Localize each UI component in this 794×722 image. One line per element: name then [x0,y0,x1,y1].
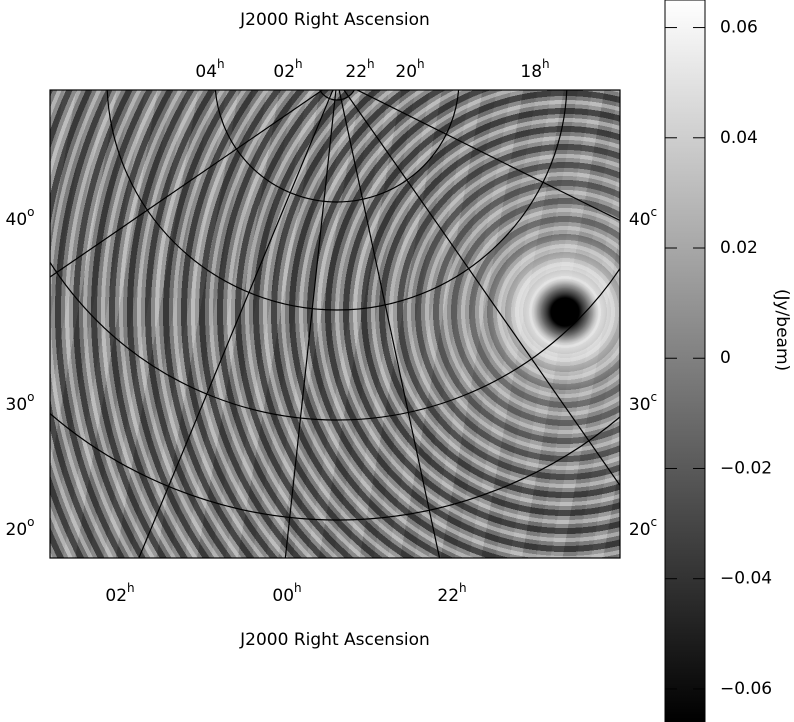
right-tick-label: 30c [629,390,657,416]
tick-text: 20 [395,62,417,82]
tick-text: 18 [520,62,542,82]
tick-unit: h [295,57,303,71]
bottom-tick-label: 22h [437,581,466,607]
tick-unit: h [217,57,225,71]
tick-text: 00 [272,586,294,606]
tick-unit: c [651,205,658,219]
top-tick-label: 04h [195,57,224,83]
tick-unit: o [27,515,34,529]
tick-unit: h [542,57,550,71]
tick-text: 20 [6,520,28,540]
tick-text: 20 [629,520,651,540]
colorbar-tick-label: 0.02 [720,238,758,258]
left-tick-label: 40o [6,205,35,231]
colorbar-tick-label: 0 [720,348,731,368]
colorbar-label: (Jy/beam) [772,289,792,371]
colorbar-tick-label: 0.06 [720,18,758,38]
tick-unit: h [459,581,467,595]
sky-image [50,90,620,558]
top-tick-label: 18h [520,57,549,83]
tick-text: 02 [273,62,295,82]
tick-unit: c [651,390,658,404]
tick-text: 02 [105,586,127,606]
top-tick-label: 22h [345,57,374,83]
plot-frame [49,89,621,559]
colorbar [665,0,705,722]
tick-text: 30 [6,395,28,415]
tick-unit: h [417,57,425,71]
tick-text: 40 [629,210,651,230]
colorbar-frame [664,0,706,722]
bottom-tick-label: 00h [272,581,301,607]
colorbar-tick-label: −0.04 [720,569,772,589]
colorbar-tick-label: −0.06 [720,679,772,699]
bottom-axis-title: J2000 Right Ascension [239,630,430,650]
top-axis-title: J2000 Right Ascension [239,10,430,30]
top-tick-label: 20h [395,57,424,83]
tick-text: 30 [629,395,651,415]
coordinate-grid [50,90,620,558]
tick-unit: h [127,581,135,595]
bottom-tick-label: 02h [105,581,134,607]
right-tick-label: 40c [629,205,657,231]
tick-text: 22 [437,586,459,606]
tick-unit: h [294,581,302,595]
tick-text: 22 [345,62,367,82]
tick-unit: o [27,390,34,404]
tick-text: 04 [195,62,217,82]
tick-unit: c [651,515,658,529]
left-tick-label: 20o [6,515,35,541]
left-tick-label: 30o [6,390,35,416]
colorbar-tick-label: 0.04 [720,128,758,148]
colorbar-tick-label: −0.02 [720,458,772,478]
top-tick-label: 02h [273,57,302,83]
tick-unit: h [367,57,375,71]
tick-unit: o [27,205,34,219]
right-tick-label: 20c [629,515,657,541]
tick-text: 40 [6,210,28,230]
